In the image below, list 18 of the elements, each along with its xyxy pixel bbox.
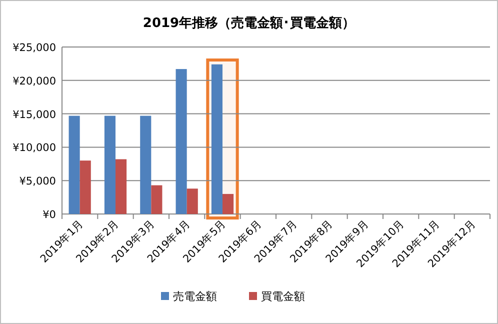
bar [151,185,162,214]
y-tick-label: ¥0 [42,209,56,221]
y-tick-label: ¥15,000 [12,108,56,121]
bar [186,188,198,214]
y-tick-label: ¥5,000 [19,176,56,188]
y-tick-label: ¥25,000 [12,42,56,54]
legend-label: 買電金額 [261,290,305,303]
bar [222,194,234,214]
y-tick-label: ¥10,000 [12,142,56,154]
legend-label: 売電金額 [173,290,217,303]
bar [140,116,152,214]
bar [80,160,91,214]
chart-title: 2019年推移（売電金額･買電金額） [142,15,356,31]
bar [68,116,80,214]
y-tick-label: ¥20,000 [12,75,56,88]
bar [116,159,127,214]
bar [176,69,187,214]
bar [104,116,116,214]
